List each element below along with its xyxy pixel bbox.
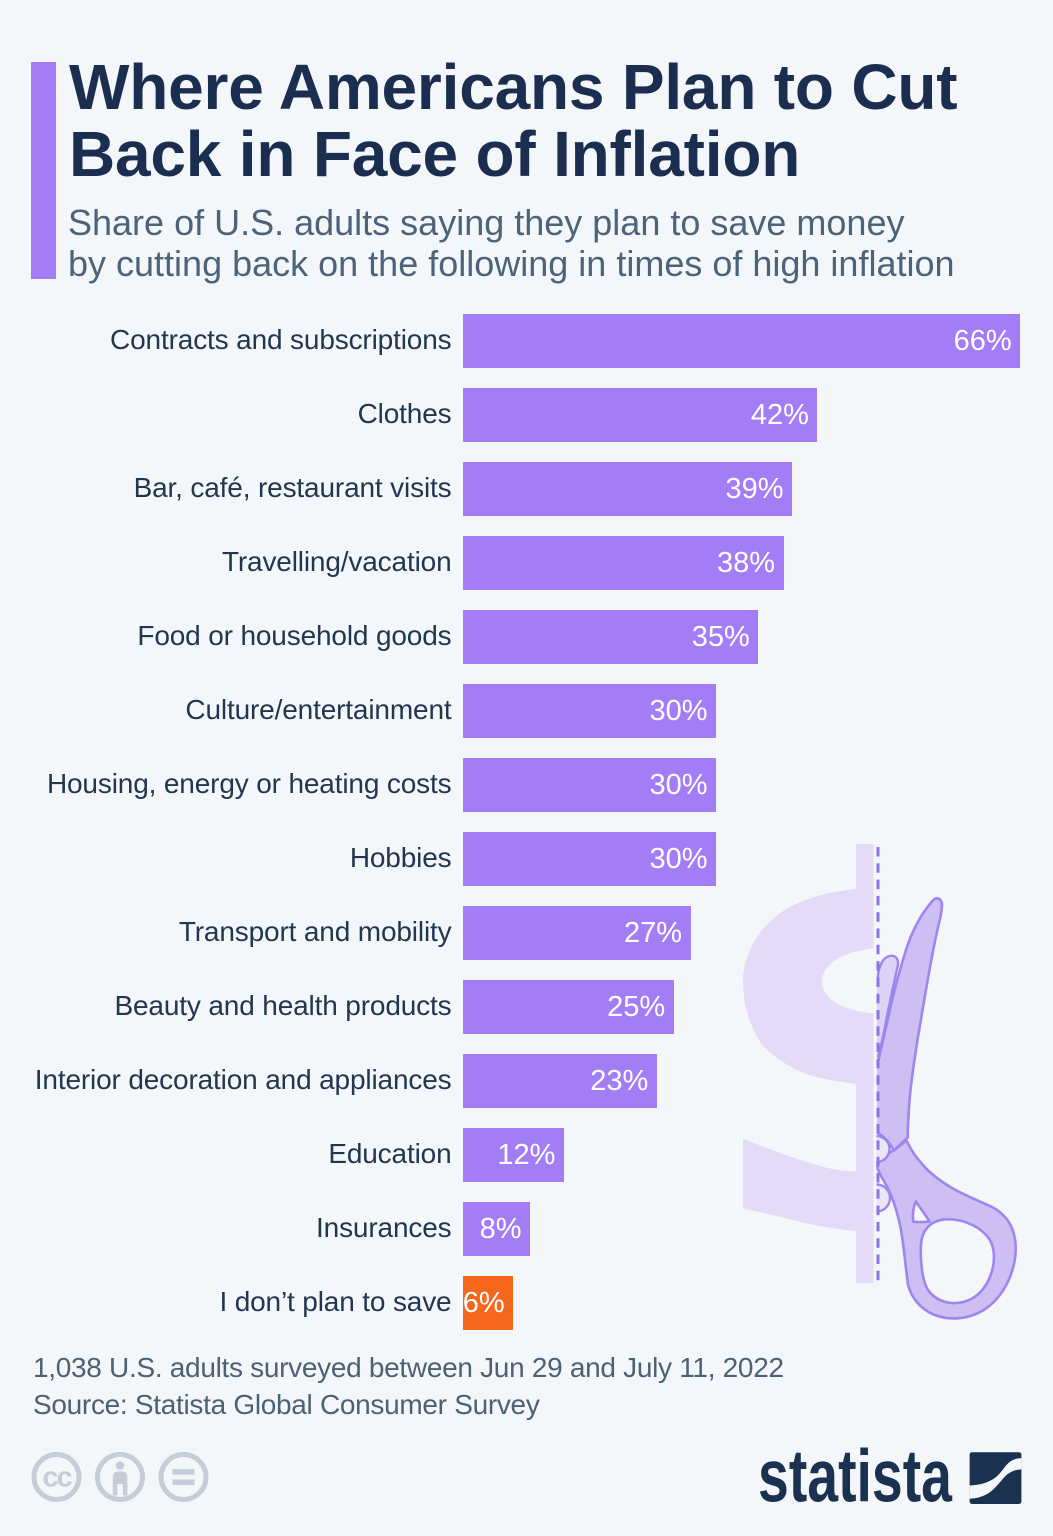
svg-text:statista: statista — [758, 1440, 953, 1518]
svg-text:cc: cc — [42, 1462, 72, 1494]
